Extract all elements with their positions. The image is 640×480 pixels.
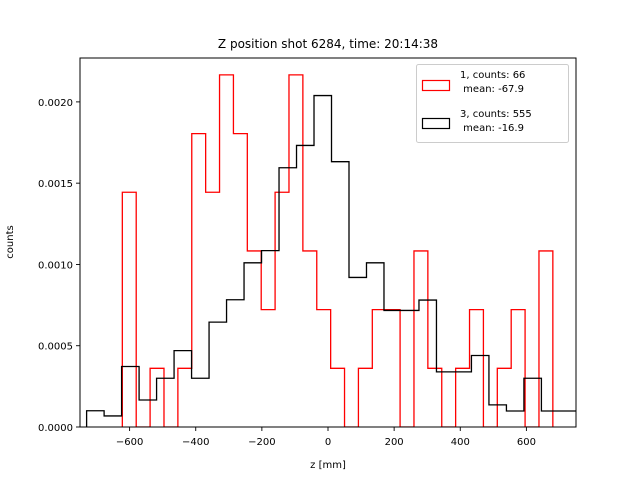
x-axis: −600 −400 −200 0 200 400 600 [116,427,536,448]
x-tick-label: −600 [116,437,143,448]
series-2-outline [85,94,576,427]
series-1-outline [121,74,554,427]
x-tick-label: 400 [451,437,470,448]
x-tick-label: −200 [248,437,275,448]
x-tick-label: 200 [385,437,404,448]
legend-label-series-1-line1: 1, counts: 66 [460,70,525,81]
x-tick-label: 0 [325,437,331,448]
legend-swatch-series-2 [421,117,451,130]
chart-title: Z position shot 6284, time: 20:14:38 [218,37,438,51]
y-tick-label: 0.0000 [38,423,73,434]
x-tick-label: −400 [182,437,209,448]
y-tick-label: 0.0010 [38,260,73,271]
y-axis: 0.0000 0.0005 0.0010 0.0015 0.0020 [38,98,80,434]
y-tick-label: 0.0015 [38,179,73,190]
y-tick-label: 0.0020 [38,98,73,109]
y-tick-label: 0.0005 [38,342,73,353]
series-2 [85,94,576,427]
legend-label-series-2-line1: 3, counts: 555 [460,109,532,120]
legend-label-series-2-line2: mean: -16.9 [460,123,524,134]
series-1 [121,74,554,427]
y-axis-label: counts [5,225,16,258]
legend-swatch-series-1 [421,79,451,92]
x-axis-label: z [mm] [310,460,346,471]
legend-label-series-1-line2: mean: -67.9 [460,84,524,95]
x-tick-label: 600 [517,437,536,448]
legend: 1, counts: 66 mean: -67.9 3, counts: 555… [416,64,569,143]
legend-frame [416,64,569,143]
